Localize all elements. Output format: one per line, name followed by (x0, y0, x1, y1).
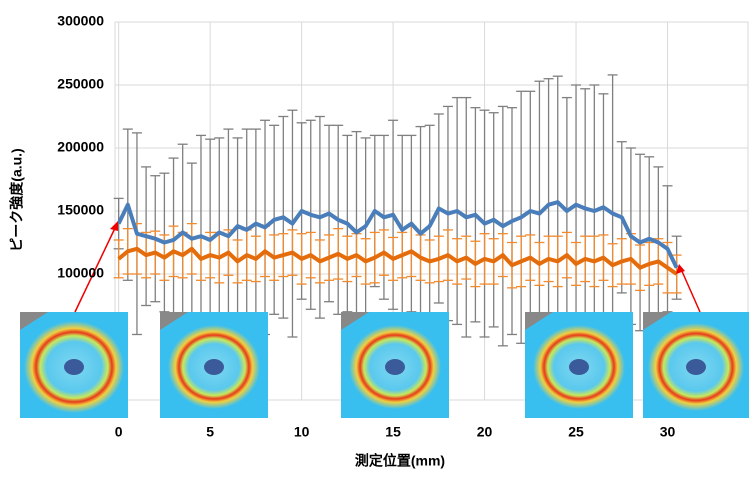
y-tick-label: 150000 (57, 202, 104, 218)
x-tick-label: 25 (568, 424, 584, 440)
x-tick-label: 10 (294, 424, 310, 440)
arrow (681, 269, 700, 312)
inset-image (341, 312, 449, 418)
x-tick-label: 5 (206, 424, 214, 440)
x-tick-label: 30 (660, 424, 676, 440)
y-tick-label: 100000 (57, 265, 104, 281)
x-tick-label: 0 (115, 424, 123, 440)
y-tick-label: 250000 (57, 76, 104, 92)
arrow-head (110, 221, 118, 231)
inset-image (20, 312, 128, 418)
y-tick-label: 300000 (57, 13, 104, 29)
inset-image (643, 312, 749, 418)
chart: 測定位置(mm) ピーク強度(a.u.) 100000 150000 200000 2… (0, 0, 749, 472)
inset-image (160, 312, 268, 418)
x-tick-label: 15 (385, 424, 401, 440)
y-axis-title: ピーク強度(a.u.) (9, 148, 25, 251)
x-axis-title: 測定位置(mm) (355, 453, 445, 469)
y-tick-label: 200000 (57, 139, 104, 155)
series-line (119, 249, 677, 274)
inset-image (525, 312, 633, 418)
x-tick-label: 20 (477, 424, 493, 440)
